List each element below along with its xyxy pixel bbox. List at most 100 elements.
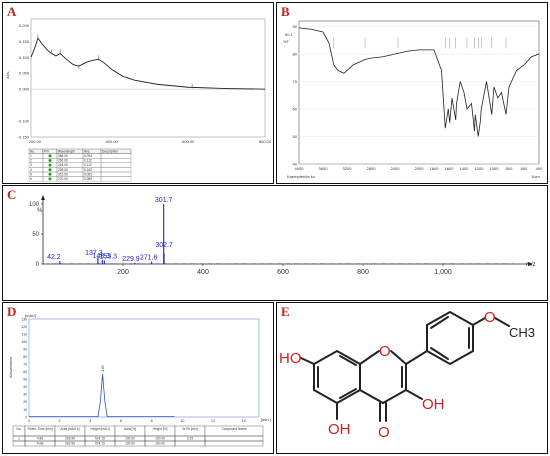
uv-table-cell-text: 3 <box>30 163 32 167</box>
panel-e-label: E <box>281 304 290 319</box>
panel-b-ir-spectrum: B %T 90.1 Kaempferide ko 1/cm 90 80 70 60 50… <box>276 2 548 184</box>
hplc-x-tick-label: 6 <box>120 419 122 423</box>
ir-x-tick-label: 1600 <box>445 166 455 171</box>
hplc-y-tick-label: 80 <box>23 355 27 359</box>
uv-table-cell-text: 315.00 <box>58 172 68 176</box>
uv-table-cell-text: 5 <box>30 172 32 176</box>
uv-y-tick-label: 0.050 <box>19 71 30 76</box>
uv-table-cell-text: 266.00 <box>58 159 68 163</box>
uv-table-cell <box>100 171 132 177</box>
hplc-y-tick-label: 120 <box>21 325 27 329</box>
ms-peak-label: 302.7 <box>155 242 173 249</box>
panel-d-hplc: D [mAU] Absorbance [min.] 0 10 20 30 40 50 60 7… <box>2 302 274 454</box>
hydroxyl-left: HO <box>279 350 302 367</box>
uv-y-tick-label: 0.000 <box>19 87 30 92</box>
ms-x-tick-label: 600 <box>277 269 289 276</box>
uv-table-header-text: P/V <box>44 149 50 153</box>
uv-table-header-text: Description <box>102 149 118 153</box>
hplc-x-tick-label: 8 <box>151 419 153 423</box>
hplc-table-cell-text: 100.00 <box>125 437 135 441</box>
uv-table-cell <box>100 176 132 182</box>
hplc-chromatogram-line <box>29 373 175 418</box>
hplc-y-tick-label: 60 <box>23 370 27 374</box>
ms-y-axis-label: % <box>37 208 43 214</box>
hplc-table-cell-text: 1 <box>18 437 20 441</box>
uv-table-header-text: Abs. <box>84 149 90 153</box>
uv-table-cell-text: 270.00 <box>58 177 68 181</box>
ir-x-unit: 1/cm <box>531 174 540 179</box>
hplc-x-tick-label: 12 <box>211 419 215 423</box>
ms-peak-label: 301.7 <box>155 197 173 204</box>
uv-table-cell-text: 0.160 <box>84 168 92 172</box>
ring-oxygen: O <box>379 343 391 360</box>
uv-table-cell <box>100 158 132 163</box>
uv-table-header-text: No. <box>30 149 35 153</box>
ms-y-tick-label: 50 <box>32 232 39 238</box>
hplc-table-cell-text: 0.25 <box>187 437 193 441</box>
uv-y-tick-label: 0.200 <box>19 23 30 28</box>
ms-chart: % m/z 0 50 100 200 400 600 800 1,000 42.2 137.314… <box>29 195 536 276</box>
hplc-table-cell-text: 263.59 <box>65 437 75 441</box>
ir-x-tick-label: 600 <box>521 166 528 171</box>
hplc-x-tick-label: 4 <box>89 419 91 423</box>
uv-x-tick-label: 400.00 <box>105 139 118 144</box>
hplc-y-tick-label: 20 <box>23 400 27 404</box>
hplc-x-tick-label: 2 <box>59 419 61 423</box>
uv-y-tick-label: 0.100 <box>19 55 30 60</box>
uv-x-tick-label: 200.00 <box>29 139 42 144</box>
hplc-table-cell <box>174 440 206 447</box>
hplc-table-header-text: W 05 [min] <box>182 427 197 431</box>
ir-x-tick-label: 1800 <box>430 166 440 171</box>
ir-y-tick-label: 40 <box>293 162 298 167</box>
hydroxyl-bottom: OH <box>328 421 351 438</box>
uv-table-peak-icon <box>48 159 52 162</box>
ir-y-tick-label: 80 <box>293 52 298 57</box>
uv-table-peak-icon <box>48 177 52 181</box>
ms-x-axis-arrow <box>528 262 533 266</box>
hplc-table-cell-text: 100.00 <box>155 442 165 446</box>
uv-table-cell-text: 0.094 <box>84 154 92 158</box>
hplc-x-unit: [min.] <box>261 417 271 422</box>
ir-top-tick: 90.1 <box>285 32 294 37</box>
ketone-oxygen: O <box>378 424 390 441</box>
ir-spectrum-line <box>298 27 540 137</box>
hplc-y-tick-label: 70 <box>23 363 27 367</box>
methoxy-oxygen: O <box>484 309 496 326</box>
hplc-table-cell-text: 100.00 <box>155 437 165 441</box>
panel-d-label: D <box>7 304 17 319</box>
ms-x-tick-label: 800 <box>357 269 369 276</box>
uv-spectrum-line <box>30 37 266 90</box>
ms-peak-label: 148.3 <box>93 253 111 260</box>
ir-x-tick-label: 2800 <box>367 166 377 171</box>
ms-peak-label: 153.3 <box>100 253 118 260</box>
ir-x-tick-label: 400 <box>536 166 543 171</box>
ir-x-tick-label: 1000 <box>490 166 500 171</box>
ms-y-axis-arrow <box>41 195 45 200</box>
uv-chart: Abs. 0.200 0.150 0.100 0.050 0.000 -0.100 -0.1… <box>5 18 272 182</box>
uv-table-peak-icon <box>48 172 52 176</box>
uv-y-tick-label: -0.100 <box>18 119 30 124</box>
panel-c-mass-spectrum: C % m/z 0 50 100 200 400 600 800 1,000 42.2 137.3… <box>2 185 548 301</box>
ms-peak-label: 229.9 <box>122 256 140 263</box>
ms-x-axis-label: m/z <box>526 262 536 268</box>
ms-x-tick-label: 200 <box>117 269 129 276</box>
uv-table-peak-icon <box>48 163 52 167</box>
hplc-y-tick-label: 10 <box>23 408 27 412</box>
ir-x-tick-label: 2400 <box>391 166 401 171</box>
ir-chart: %T 90.1 Kaempferide ko 1/cm 90 80 70 60 50 40… <box>283 20 543 179</box>
hplc-chart: [mAU] Absorbance [min.] 0102030405060708… <box>8 313 271 447</box>
hplc-table-cell <box>12 440 26 447</box>
ir-plot-frame <box>298 20 540 165</box>
hplc-table-header-text: Area [mAU.s] <box>61 427 80 431</box>
hplc-y-tick-label: 110 <box>22 332 28 336</box>
hplc-y-tick-label: 40 <box>23 385 27 389</box>
hplc-peak-label: 4.80 <box>101 365 105 372</box>
ir-x-tick-label: 2000 <box>415 166 425 171</box>
hplc-x-tick-label: 0 <box>28 419 30 423</box>
panel-b-label: B <box>281 4 290 19</box>
hplc-x-tick-label: 10 <box>180 419 184 423</box>
uv-y-tick-label: 0.150 <box>19 39 30 44</box>
uv-table-cell-text: 0.112 <box>84 163 92 167</box>
uv-table-cell <box>100 162 132 168</box>
uv-x-tick-label: 600.00 <box>182 139 195 144</box>
